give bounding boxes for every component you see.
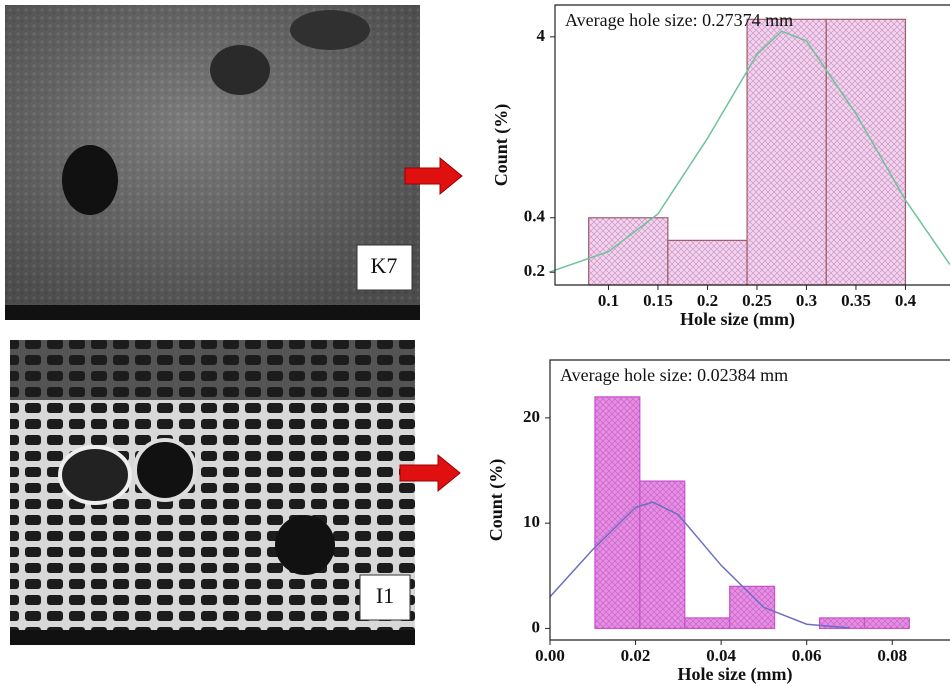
- arrow: [399, 453, 461, 493]
- x-tick-label: 0.3: [796, 291, 817, 310]
- bar-hatch: [594, 396, 640, 629]
- x-axis-label: Hole size (mm): [678, 664, 793, 685]
- annotation: Average hole size: 0.27374 mm: [565, 10, 793, 30]
- x-tick-label: 0.2: [697, 291, 718, 310]
- fit-curve: [549, 501, 850, 629]
- bar-hatch: [819, 617, 865, 629]
- bar-hatch: [588, 217, 668, 285]
- x-tick-label: 0.4: [895, 291, 917, 310]
- sem-image: I1: [10, 340, 415, 645]
- fit-curve: [548, 30, 950, 273]
- bar-hatch: [684, 617, 730, 629]
- bar-hatch: [667, 240, 748, 285]
- y-tick-label: 20: [523, 407, 540, 426]
- y-axis-label: Count (%): [491, 104, 512, 187]
- x-tick-label: 0.25: [742, 291, 772, 310]
- x-tick-label: 0.02: [621, 646, 651, 665]
- bar-hatch: [864, 617, 910, 629]
- y-tick-label: 10: [523, 512, 540, 531]
- sem-image: K7: [5, 5, 420, 320]
- annotation: Average hole size: 0.02384 mm: [560, 365, 788, 385]
- image-label: K7: [371, 253, 398, 278]
- x-tick-label: 0.08: [877, 646, 907, 665]
- axis-frame: [549, 359, 950, 641]
- y-tick-label: 0: [532, 617, 541, 636]
- x-tick-label: 0.1: [598, 291, 619, 310]
- x-tick-label: 0.06: [792, 646, 822, 665]
- x-tick-label: 0.35: [841, 291, 871, 310]
- arrow: [404, 156, 463, 196]
- y-tick-label: 0.2: [524, 261, 545, 280]
- x-tick-label: 0.15: [643, 291, 673, 310]
- y-axis-label: Count (%): [486, 459, 507, 542]
- axis-frame: [554, 4, 950, 286]
- bar-hatch: [639, 481, 685, 629]
- image-label: I1: [376, 583, 394, 608]
- x-axis-label: Hole size (mm): [680, 309, 795, 330]
- bar-hatch: [729, 586, 775, 629]
- bar-hatch: [747, 19, 827, 285]
- y-tick-label: 4: [537, 26, 546, 45]
- bar-hatch: [826, 19, 906, 285]
- y-tick-label: 0.4: [524, 207, 546, 226]
- x-tick-label: 0.00: [535, 646, 565, 665]
- x-tick-label: 0.04: [706, 646, 736, 665]
